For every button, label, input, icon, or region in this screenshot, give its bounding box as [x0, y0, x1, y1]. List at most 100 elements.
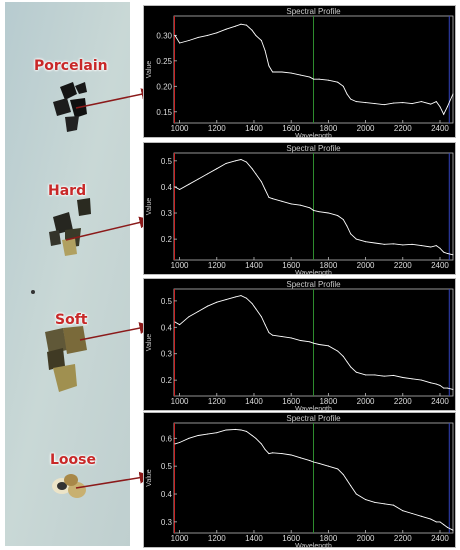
- chart2-xtick-label-1600: 1600: [282, 397, 300, 406]
- chart2-ytick-label-0: 0.2: [161, 376, 173, 385]
- chart3-point-26: [350, 485, 352, 487]
- chart0-point-28: [365, 102, 367, 104]
- spectral-panel-porcelain: Spectral Profile 1000 1200 1400 1600 1800 2000…: [143, 5, 456, 139]
- chart0-title: Spectral Profile: [286, 7, 341, 16]
- chart2-xtick-label-1400: 1400: [245, 397, 263, 406]
- chart1-point-31: [392, 243, 394, 245]
- chart2-xtick-label-2400: 2400: [431, 397, 449, 406]
- chart1-point-28: [365, 241, 367, 243]
- chart3-xtick-label-1400: 1400: [245, 534, 263, 543]
- chart2-point-18: [299, 340, 301, 342]
- chart0-point-10: [251, 29, 253, 31]
- chart2-xtick-label-2200: 2200: [394, 397, 412, 406]
- chart1-point-36: [435, 245, 437, 247]
- chart0-point-11: [255, 34, 257, 36]
- chart1-point-40: [452, 254, 454, 256]
- chart1-point-22: [327, 212, 329, 214]
- chart3-xtick-label-1600: 1600: [282, 534, 300, 543]
- chart0-point-9: [246, 24, 248, 26]
- chart1-point-16: [281, 200, 283, 202]
- chart1-point-4: [206, 173, 208, 175]
- chart0-point-23: [337, 81, 339, 83]
- chart0-point-38: [443, 113, 445, 115]
- spectral-chart-loose: Spectral Profile 1000 1200 1400 1600 1800 2000…: [146, 414, 454, 549]
- chart3-point-4: [206, 433, 208, 435]
- chart0-point-18: [299, 74, 301, 76]
- chart2-point-14: [268, 332, 270, 334]
- chart2-xtick-label-1800: 1800: [319, 397, 337, 406]
- chart0-point-26: [350, 98, 352, 100]
- chart1-point-24: [342, 219, 344, 221]
- chart3-point-16: [281, 453, 283, 455]
- chart2-point-35: [430, 382, 432, 384]
- chart2-ytick-label-3: 0.5: [161, 297, 173, 306]
- chart1-point-2: [188, 183, 190, 185]
- chart3-point-22: [327, 465, 329, 467]
- chart2-point-22: [327, 345, 329, 347]
- chart3-point-32: [402, 510, 404, 512]
- chart1-ytick-label-0: 0.2: [161, 235, 173, 244]
- chart3-point-10: [251, 435, 253, 437]
- chart2-point-17: [290, 337, 292, 339]
- chart1-point-11: [255, 173, 257, 175]
- chart1-point-9: [246, 161, 248, 163]
- chart1-point-5: [216, 168, 218, 170]
- chart3-point-35: [430, 518, 432, 520]
- chart3-point-20: [313, 461, 314, 463]
- chart1-ytick-label-1: 0.3: [161, 209, 173, 218]
- chart2-point-0: [174, 321, 176, 323]
- chart3-point-14: [268, 453, 270, 455]
- chart2-point-20: [313, 342, 314, 344]
- chart3-point-18: [299, 457, 301, 459]
- chart0-xtick-label-1400: 1400: [245, 124, 263, 133]
- chart3-point-7: [234, 428, 236, 430]
- chart3-point-29: [374, 501, 376, 503]
- chart1-point-33: [411, 243, 413, 245]
- chart1-point-14: [268, 196, 270, 198]
- chart2-point-9: [246, 297, 248, 299]
- spectral-chart-porcelain: Spectral Profile 1000 1200 1400 1600 1800 2000…: [146, 7, 454, 139]
- chart0-point-17: [290, 72, 292, 74]
- chart0-point-24: [342, 85, 344, 87]
- chart1-ytick-label-3: 0.5: [161, 157, 173, 166]
- chart3-point-3: [197, 435, 199, 437]
- chart2-point-30: [383, 375, 385, 377]
- chart3-point-34: [420, 515, 422, 517]
- chart0-point-13: [264, 50, 266, 52]
- chart2-point-21: [318, 343, 320, 345]
- chart2-xtick-label-2000: 2000: [357, 397, 375, 406]
- chart1-point-18: [299, 204, 301, 206]
- chart3-xtick-label-1200: 1200: [208, 534, 226, 543]
- chart3-point-21: [318, 462, 320, 464]
- chart3-point-40: [452, 529, 454, 531]
- chart0-point-8: [240, 23, 242, 25]
- chart0-ytick-label-3: 0.30: [156, 31, 172, 40]
- chart2-point-6: [225, 299, 227, 301]
- chart1-point-6: [225, 162, 227, 164]
- chart1-point-39: [446, 252, 448, 254]
- chart0-xtick-label-2200: 2200: [394, 124, 412, 133]
- chart2-point-2: [188, 316, 190, 318]
- chart3-point-25: [346, 479, 348, 481]
- chart2-point-32: [402, 377, 404, 379]
- chart2-point-29: [374, 374, 376, 376]
- chart3-point-2: [188, 437, 190, 439]
- chart1-point-21: [318, 211, 320, 213]
- chart1-xtick-label-1600: 1600: [282, 261, 300, 270]
- chart1-xtick-label-1000: 1000: [171, 261, 189, 270]
- chart0-ytick-label-0: 0.15: [156, 108, 172, 117]
- chart2-ytick-label-1: 0.3: [161, 350, 173, 359]
- sample-label-loose: Loose: [50, 452, 96, 468]
- chart2-point-33: [411, 378, 413, 380]
- chart0-point-27: [355, 101, 357, 103]
- chart0-point-16: [281, 71, 283, 73]
- chart0-point-36: [435, 101, 437, 103]
- spectral-chart-hard: Spectral Profile 1000 1200 1400 1600 1800 2000…: [146, 144, 454, 276]
- chart1-xtick-label-2000: 2000: [357, 261, 375, 270]
- chart2-point-40: [452, 388, 454, 390]
- chart0-point-39: [446, 106, 448, 108]
- chart1-ytick-label-2: 0.4: [161, 183, 173, 192]
- chart1-point-0: [174, 186, 176, 188]
- chart1-point-12: [260, 181, 262, 183]
- chart1-point-30: [383, 243, 385, 245]
